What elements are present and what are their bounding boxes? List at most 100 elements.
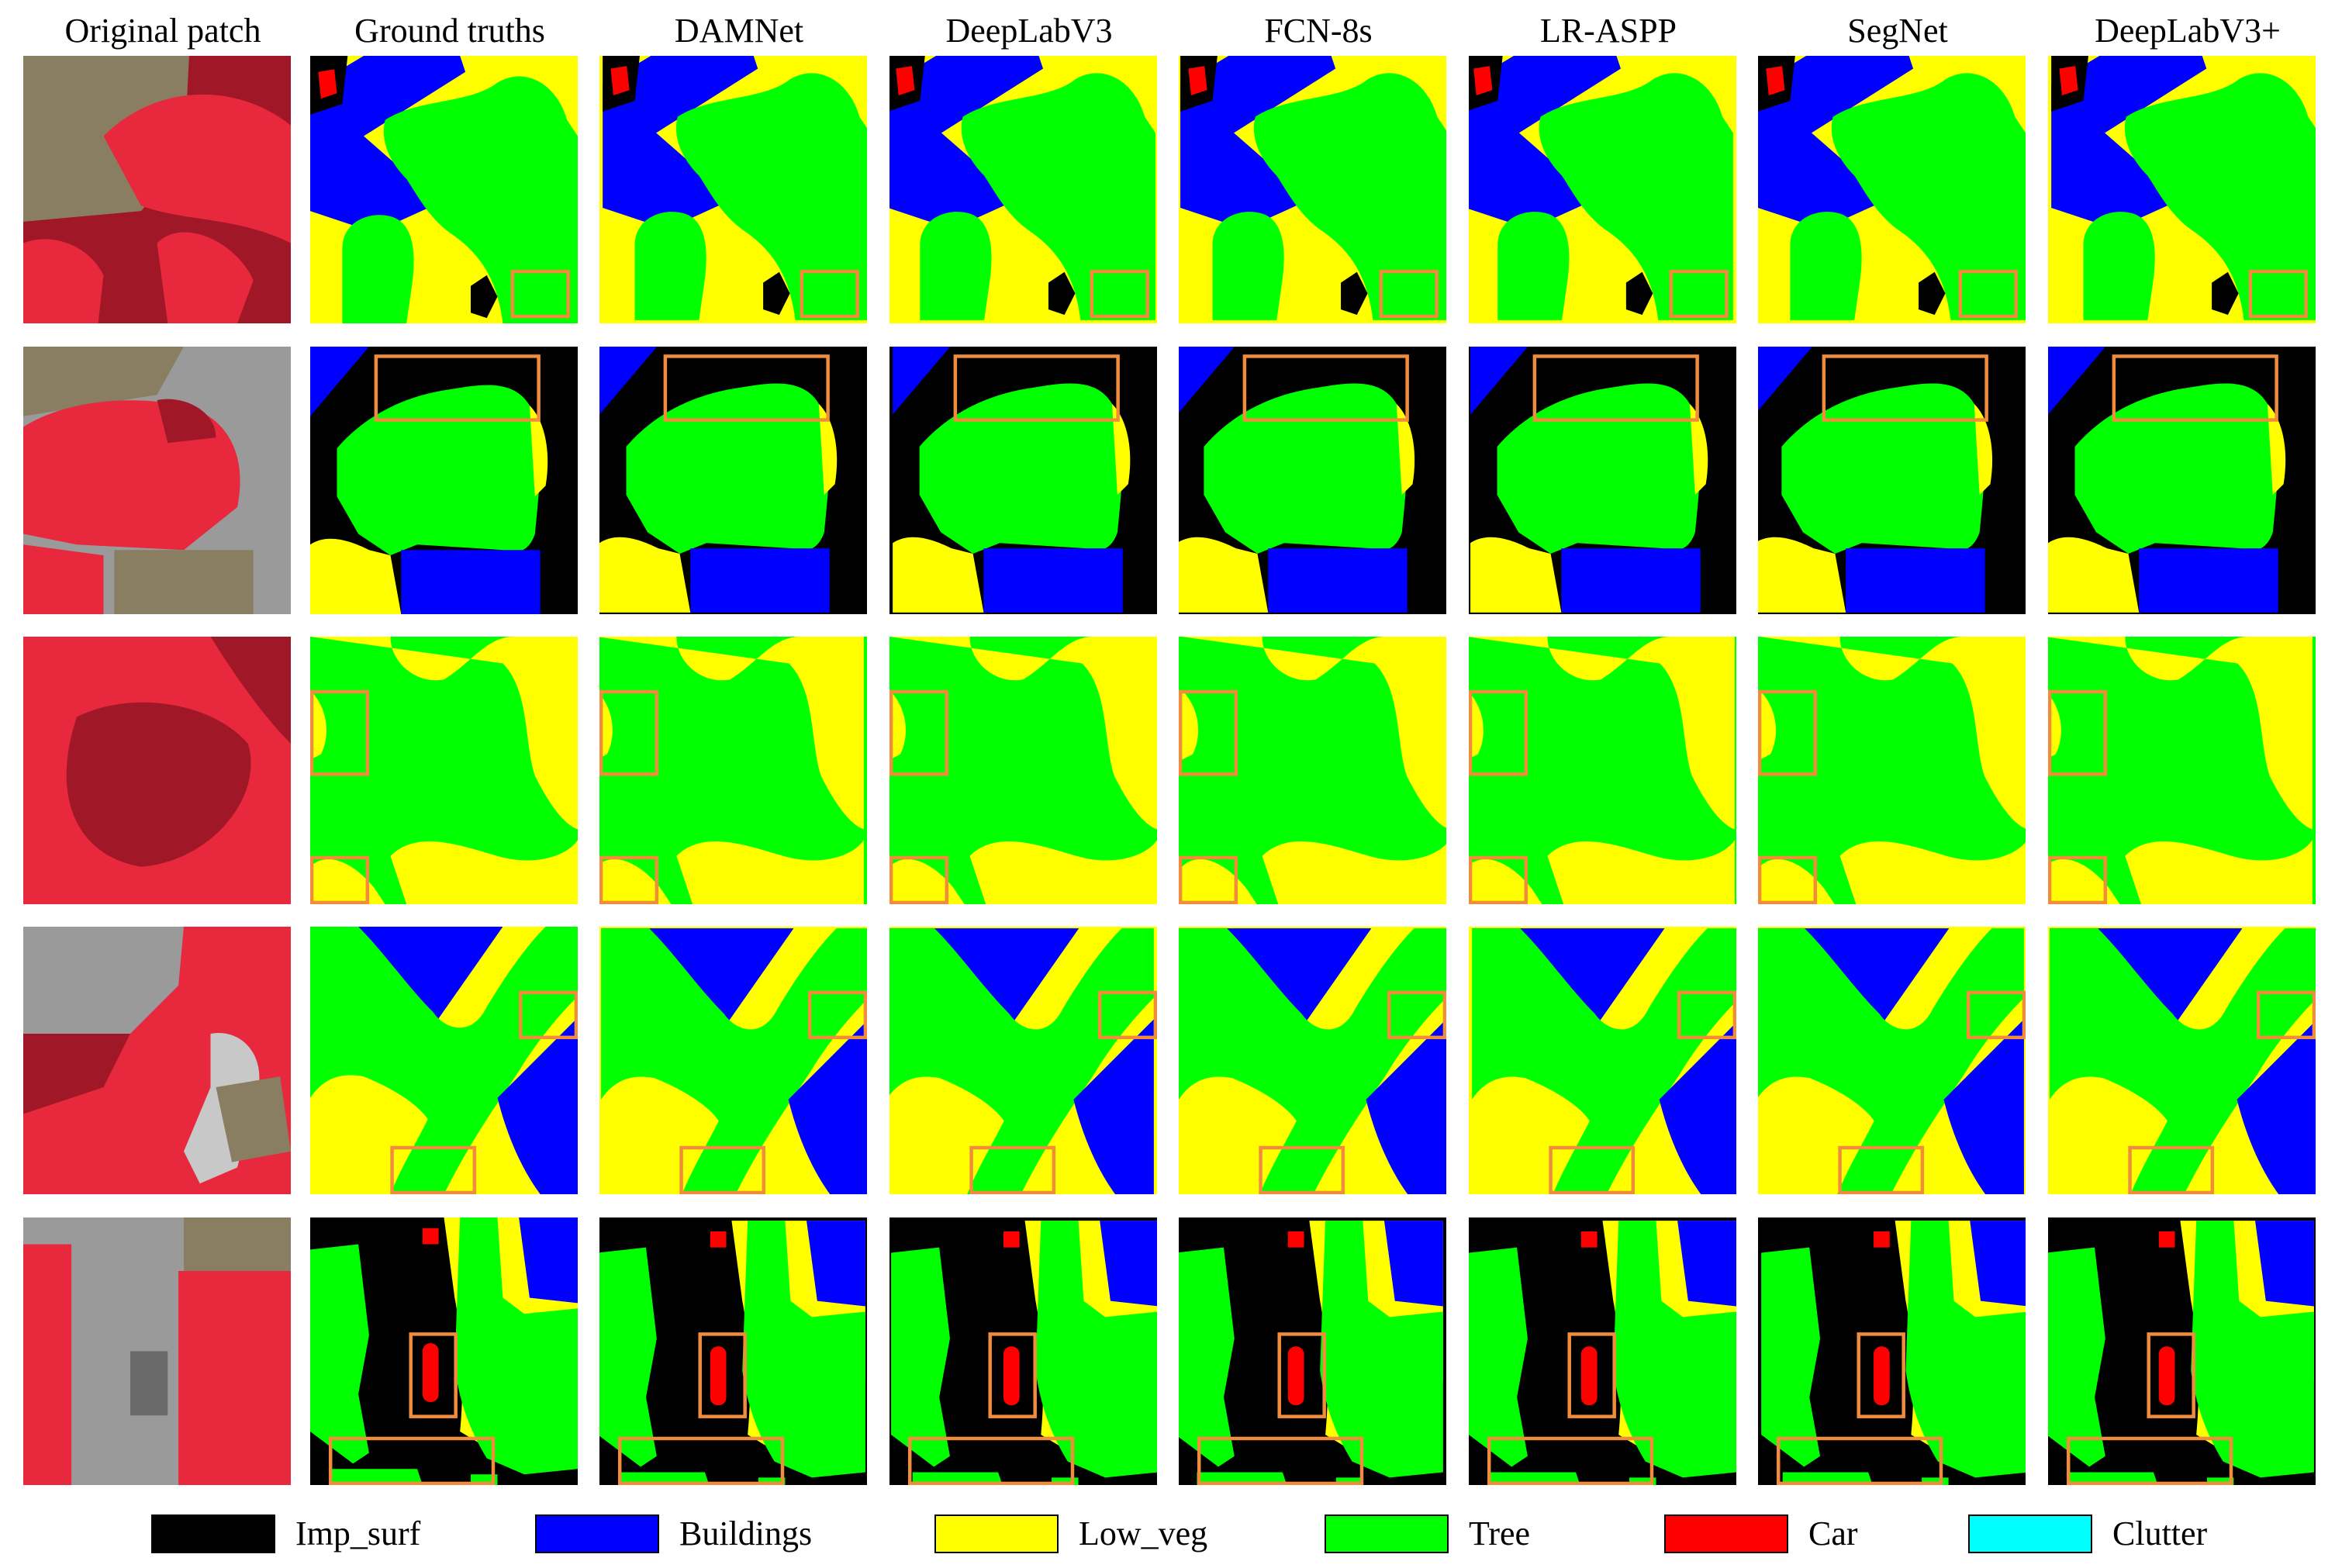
highlight-box	[390, 1145, 477, 1194]
class-region	[1677, 1221, 1736, 1307]
photo-region	[178, 1271, 291, 1485]
class-region	[1943, 1019, 2024, 1194]
segmentation-map-lraspp-row-1	[1469, 56, 1736, 323]
class-region	[1760, 637, 2026, 829]
class-regions	[1469, 637, 1735, 904]
class-map	[1758, 927, 2026, 1194]
class-map	[310, 1217, 578, 1485]
class-region	[401, 550, 541, 614]
highlight-box	[1259, 1145, 1345, 1194]
class-map	[599, 56, 867, 323]
class-region	[603, 56, 758, 230]
class-region	[788, 1021, 867, 1194]
class-map	[599, 927, 867, 1194]
photo-region	[23, 347, 184, 416]
class-map	[1469, 347, 1736, 614]
highlight-box	[889, 689, 949, 776]
column-header-fcn8s: FCN-8s	[1264, 12, 1373, 50]
class-map	[2048, 56, 2316, 323]
class-region	[519, 294, 546, 319]
class-region	[2059, 66, 2078, 96]
original-patch-row-4	[23, 927, 291, 1194]
class-map	[1179, 56, 1446, 323]
highlight-box	[518, 990, 578, 1040]
class-region	[471, 275, 498, 319]
class-region	[1035, 1221, 1157, 1478]
class-region	[1874, 1346, 1890, 1406]
legend-label: Clutter	[2112, 1514, 2208, 1552]
legend-swatch	[1325, 1514, 1449, 1553]
class-region	[807, 1221, 865, 1307]
class-region	[383, 76, 578, 323]
segmentation-map-segnet-row-3	[1758, 637, 2026, 904]
photo-regions	[23, 637, 291, 904]
class-region	[1408, 1006, 1427, 1025]
class-regions	[601, 928, 867, 1194]
highlight-box	[2048, 855, 2108, 904]
class-region	[889, 690, 906, 760]
highlight-box	[1677, 990, 1736, 1040]
class-region	[1761, 1247, 1821, 1467]
column-header-original: Original patch	[64, 12, 261, 50]
class-region	[1268, 548, 1408, 613]
highlight-box	[310, 855, 370, 904]
highlight-box	[510, 269, 570, 319]
highlight-box	[2066, 1436, 2233, 1485]
class-region	[1116, 1006, 1135, 1025]
aerial-photo	[23, 637, 291, 904]
class-region	[1758, 537, 1846, 613]
segmentation-map-lraspp-row-5	[1469, 1217, 1736, 1485]
class-region	[2255, 1221, 2314, 1307]
highlight-box	[1379, 269, 1439, 319]
highlight-box	[679, 1145, 766, 1194]
class-region	[599, 347, 658, 415]
class-region	[1469, 692, 1484, 759]
segmentation-map-deeplabv3plus-row-5	[2048, 1217, 2316, 1485]
class-regions	[2048, 1221, 2314, 1485]
highlight-box	[2112, 354, 2278, 422]
aerial-photo	[23, 927, 291, 1194]
photo-region	[23, 1034, 130, 1114]
class-region	[310, 56, 466, 233]
class-region	[763, 271, 790, 315]
class-regions	[599, 637, 864, 904]
highlight-box	[1532, 354, 1699, 422]
class-region	[1561, 548, 1701, 613]
highlight-box	[907, 1436, 1075, 1485]
class-regions	[1472, 928, 1736, 1194]
highlight-box	[1838, 1145, 1925, 1194]
class-region	[1188, 66, 1207, 96]
class-regions	[1469, 56, 1733, 320]
class-region	[1287, 1231, 1304, 1248]
segmentation-map-lraspp-row-3	[1469, 637, 1736, 904]
class-map	[1179, 1217, 1446, 1485]
legend-swatch	[1664, 1514, 1788, 1553]
class-regions	[1182, 637, 1446, 904]
class-regions	[1179, 1221, 1443, 1485]
class-region	[2260, 290, 2287, 315]
class-region	[1182, 690, 1199, 760]
segmentation-map-damnet-row-4	[599, 927, 867, 1194]
class-region	[318, 69, 337, 99]
highlight-box	[409, 1332, 458, 1418]
class-regions	[603, 56, 867, 320]
class-map	[889, 1217, 1157, 1485]
class-region	[1701, 1006, 1720, 1025]
highlight-box	[1822, 354, 1988, 422]
photo-region	[114, 550, 254, 614]
highlight-box	[988, 1332, 1037, 1418]
class-region	[1974, 403, 1993, 496]
class-map	[1179, 637, 1446, 904]
highlight-box	[1242, 354, 1409, 422]
column-header-ground-truths: Ground truths	[354, 12, 545, 50]
class-map	[310, 637, 578, 904]
class-map	[310, 56, 578, 323]
highlight-box	[800, 269, 859, 319]
class-map	[599, 637, 867, 904]
class-region	[2158, 1346, 2175, 1406]
class-region	[818, 403, 838, 496]
highlight-box	[2256, 990, 2316, 1040]
class-region	[1287, 1346, 1304, 1406]
highlight-box	[599, 855, 659, 904]
class-region	[676, 840, 864, 904]
